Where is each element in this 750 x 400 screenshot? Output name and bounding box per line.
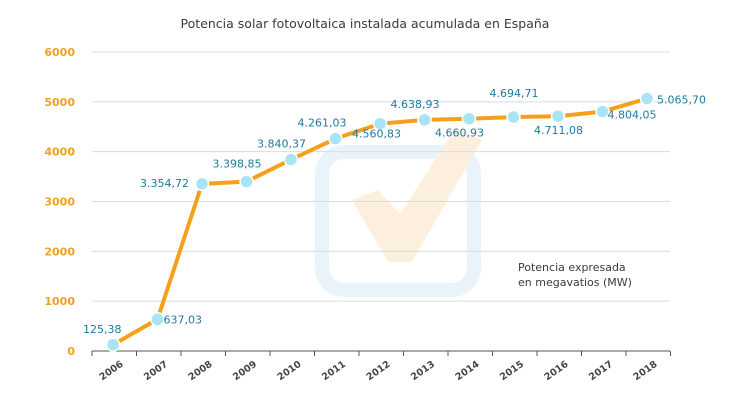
data-point-2013 bbox=[417, 112, 432, 128]
data-point-2009 bbox=[239, 174, 254, 189]
x-tick-label: 2008 bbox=[187, 359, 215, 383]
data-point-2007 bbox=[150, 312, 165, 327]
x-tick-label: 2017 bbox=[587, 359, 615, 383]
data-label-2014: 4.660,93 bbox=[435, 127, 484, 140]
y-tick-label: 3000 bbox=[44, 196, 75, 209]
y-tick-label: 5000 bbox=[44, 96, 75, 109]
data-labels: 125,38 637,03 3.354,72 3.398,85 3.840,37 4.26… bbox=[83, 87, 706, 336]
y-axis-ticks: 0 1000 2000 3000 4000 5000 6000 bbox=[44, 46, 75, 358]
data-label-2017: 4.804,05 bbox=[608, 109, 657, 122]
gridlines bbox=[92, 51, 670, 302]
x-tick-label: 2014 bbox=[454, 359, 482, 383]
data-label-2010: 3.840,37 bbox=[257, 138, 306, 151]
units-note-line-2: en megavatios (MW) bbox=[518, 276, 632, 289]
x-tick-label: 2010 bbox=[276, 359, 304, 383]
data-label-2008: 3.354,72 bbox=[140, 177, 189, 190]
data-point-2015 bbox=[506, 109, 521, 125]
x-axis: 2006 2007 2008 2009 2010 2011 2012 2013 2014 2015… bbox=[91, 350, 671, 383]
data-label-2013: 4.638,93 bbox=[391, 98, 440, 111]
data-point-2016 bbox=[550, 108, 566, 124]
x-tick-label: 2011 bbox=[320, 359, 348, 383]
data-label-2016: 4.711,08 bbox=[534, 124, 583, 137]
data-label-2006: 125,38 bbox=[83, 323, 122, 336]
units-note-line-1: Potencia expresada bbox=[518, 261, 626, 274]
data-point-2018 bbox=[639, 91, 655, 106]
x-tick-label: 2015 bbox=[498, 359, 526, 383]
watermark-logo bbox=[315, 128, 482, 297]
x-tick-label: 2012 bbox=[365, 359, 393, 383]
data-label-2018: 5.065,70 bbox=[657, 94, 706, 107]
data-point-2010 bbox=[283, 152, 299, 167]
y-tick-label: 1000 bbox=[44, 295, 75, 308]
chart-title: Potencia solar fotovoltaica instalada ac… bbox=[181, 16, 550, 31]
data-label-2011: 4.261,03 bbox=[298, 117, 347, 130]
data-label-2007: 637,03 bbox=[164, 313, 203, 326]
x-tick-label: 2009 bbox=[231, 359, 259, 383]
y-tick-label: 2000 bbox=[44, 245, 75, 258]
data-point-2011 bbox=[328, 131, 343, 146]
data-label-2012: 4.560,83 bbox=[352, 128, 401, 141]
y-tick-label: 6000 bbox=[44, 46, 75, 59]
data-point-2012 bbox=[372, 116, 388, 131]
data-point-2014 bbox=[461, 111, 477, 126]
x-tick-label: 2018 bbox=[632, 359, 660, 383]
data-label-2015: 4.694,71 bbox=[490, 87, 539, 100]
x-tick-label: 2013 bbox=[409, 359, 437, 383]
x-tick-label: 2007 bbox=[142, 359, 170, 383]
data-label-2009: 3.398,85 bbox=[213, 158, 262, 171]
data-point-2006 bbox=[105, 337, 121, 353]
data-point-2017 bbox=[595, 104, 610, 119]
y-tick-label: 4000 bbox=[44, 146, 75, 159]
series-markers bbox=[105, 91, 655, 353]
x-tick-label: 2016 bbox=[543, 359, 571, 383]
x-tick-label: 2006 bbox=[98, 359, 126, 383]
y-tick-label: 0 bbox=[67, 345, 75, 358]
data-point-2008 bbox=[194, 176, 210, 192]
